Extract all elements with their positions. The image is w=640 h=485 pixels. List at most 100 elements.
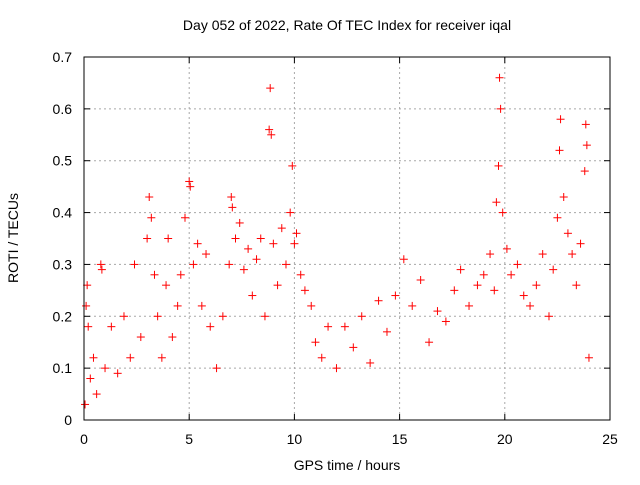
scatter-point — [408, 301, 417, 310]
scatter-point — [340, 322, 349, 331]
scatter-point — [584, 353, 593, 362]
y-tick-label: 0.4 — [53, 205, 73, 221]
scatter-point — [502, 244, 511, 253]
scatter-point — [441, 317, 450, 326]
scatter-point — [126, 353, 135, 362]
scatter-point — [473, 281, 482, 290]
scatter-point — [96, 260, 105, 269]
scatter-point — [206, 322, 215, 331]
scatter-point — [193, 239, 202, 248]
scatter-point — [228, 203, 237, 212]
scatter-point — [86, 374, 95, 383]
scatter-point — [252, 255, 261, 264]
scatter-point — [349, 343, 358, 352]
scatter-point — [168, 333, 177, 342]
scatter-point — [559, 193, 568, 202]
scatter-point — [269, 239, 278, 248]
scatter-point — [498, 208, 507, 217]
scatter-point — [157, 353, 166, 362]
scatter-point — [307, 301, 316, 310]
scatter-point — [248, 291, 257, 300]
scatter-point — [130, 260, 139, 269]
scatter-point — [311, 338, 320, 347]
x-tick-label: 5 — [185, 431, 193, 447]
x-tick-label: 20 — [497, 431, 513, 447]
scatter-point — [465, 301, 474, 310]
y-tick-label: 0.3 — [53, 256, 73, 272]
scatter-point — [231, 234, 240, 243]
scatter-point — [82, 301, 91, 310]
y-tick-label: 0.7 — [53, 49, 73, 65]
scatter-point — [143, 234, 152, 243]
scatter-point — [212, 364, 221, 373]
scatter-point — [256, 234, 265, 243]
scatter-point — [225, 260, 234, 269]
scatter-point — [265, 125, 274, 134]
scatter-point — [456, 265, 465, 274]
scatter-point — [296, 270, 305, 279]
scatter-point — [433, 307, 442, 316]
plot-background — [84, 57, 610, 420]
scatter-point — [563, 229, 572, 238]
y-tick-label: 0.5 — [53, 153, 73, 169]
scatter-point — [556, 115, 565, 124]
scatter-point — [84, 322, 93, 331]
scatter-point — [486, 250, 495, 259]
scatter-point — [273, 281, 282, 290]
scatter-point — [173, 301, 182, 310]
scatter-point — [290, 239, 299, 248]
scatter-point — [549, 265, 558, 274]
plot-border — [83, 56, 611, 421]
scatter-point — [153, 312, 162, 321]
scatter-point — [576, 239, 585, 248]
scatter-point — [218, 312, 227, 321]
scatter-point — [507, 270, 516, 279]
scatter-point — [189, 260, 198, 269]
scatter-point — [164, 234, 173, 243]
scatter-point — [490, 286, 499, 295]
scatter-point — [239, 265, 248, 274]
scatter-point — [538, 250, 547, 259]
scatter-point — [366, 358, 375, 367]
scatter-point — [113, 369, 122, 378]
scatter-point — [97, 265, 106, 274]
scatter-point — [176, 270, 185, 279]
y-tick-label: 0.1 — [53, 360, 73, 376]
scatter-point — [197, 301, 206, 310]
scatter-point — [399, 255, 408, 264]
scatter-point — [260, 312, 269, 321]
y-tick-label: 0.6 — [53, 101, 73, 117]
y-axis-label: ROTI / TECUs — [5, 193, 21, 283]
scatter-point — [145, 193, 154, 202]
scatter-point — [425, 338, 434, 347]
scatter-point — [267, 130, 276, 139]
scatter-point — [288, 161, 297, 170]
ticks-layer: 0 5 10 15 20 25 0 0.1 0.2 0.3 0.4 0.5 0.6 0.7 — [53, 49, 618, 447]
scatter-point — [235, 218, 244, 227]
scatter-point — [391, 291, 400, 300]
scatter-point — [357, 312, 366, 321]
scatter-point — [492, 198, 501, 207]
scatter-point — [147, 213, 156, 222]
scatter-point — [495, 73, 504, 82]
scatter-point — [92, 390, 101, 399]
scatter-point — [572, 281, 581, 290]
scatter-point — [185, 177, 194, 186]
scatter-point — [553, 213, 562, 222]
chart-title: Day 052 of 2022, Rate Of TEC Index for r… — [183, 17, 511, 33]
scatter-point — [450, 286, 459, 295]
scatter-point — [382, 327, 391, 336]
scatter-point — [202, 250, 211, 259]
x-tick-label: 10 — [287, 431, 303, 447]
y-tick-label: 0.2 — [53, 308, 73, 324]
x-tick-label: 0 — [80, 431, 88, 447]
scatter-point — [101, 364, 110, 373]
scatter-point — [162, 281, 171, 290]
scatter-point — [544, 312, 553, 321]
scatter-point — [266, 84, 275, 93]
scatter-point — [581, 120, 590, 129]
scatter-point — [479, 270, 488, 279]
scatter-point — [136, 333, 145, 342]
